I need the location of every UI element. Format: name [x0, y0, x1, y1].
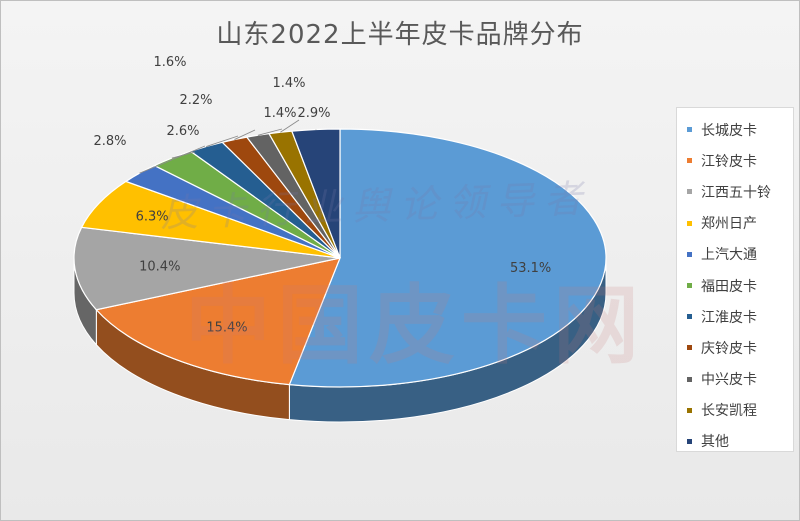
data-label-10: 2.9%: [297, 106, 330, 121]
legend-label-4: 上汽大通: [701, 247, 757, 264]
legend-marker-5: [687, 283, 692, 289]
data-label-0: 53.1%: [510, 261, 551, 276]
legend-item-6: 江淮皮卡: [677, 301, 793, 332]
leader-line-9: [280, 119, 300, 133]
legend-label-1: 江铃皮卡: [701, 153, 757, 170]
legend-label-7: 庆铃皮卡: [701, 340, 757, 357]
legend-item-2: 江西五十铃: [677, 176, 793, 207]
chart-legend: 长城皮卡江铃皮卡江西五十铃郑州日产上汽大通福田皮卡江淮皮卡庆铃皮卡中兴皮卡长安凯…: [676, 107, 794, 452]
legend-marker-7: [687, 345, 692, 351]
legend-item-5: 福田皮卡: [677, 270, 793, 301]
data-label-5: 2.8%: [93, 134, 126, 149]
legend-marker-6: [687, 314, 692, 320]
legend-label-10: 其他: [701, 434, 729, 451]
data-label-1: 15.4%: [206, 320, 247, 335]
legend-item-4: 上汽大通: [677, 239, 793, 270]
legend-marker-1: [687, 158, 692, 164]
leader-line-6: [206, 135, 239, 147]
leader-line-7: [234, 129, 256, 140]
legend-label-8: 中兴皮卡: [701, 372, 757, 389]
pie-data-labels: 53.1% 15.4% 10.4% 6.3% 2.6% 2.8% 2.2% 1.6% 1.4% 1…: [93, 55, 551, 335]
legend-item-1: 江铃皮卡: [677, 145, 793, 176]
pie-slice-1: [95, 257, 341, 386]
legend-item-0: 长城皮卡: [677, 114, 793, 145]
pie-top-faces: [73, 128, 607, 388]
leader-line-8: [257, 128, 283, 136]
legend-marker-2: [687, 189, 692, 195]
legend-label-9: 长安凯程: [701, 403, 757, 420]
pie-slice-10: [291, 128, 341, 259]
leader-line-4: [139, 145, 206, 174]
data-label-7: 1.6%: [153, 55, 186, 70]
legend-label-6: 江淮皮卡: [701, 309, 757, 326]
legend-label-5: 福田皮卡: [701, 278, 757, 295]
legend-marker-8: [687, 376, 692, 382]
legend-label-2: 江西五十铃: [701, 184, 771, 201]
pie-slice-2: [73, 226, 341, 311]
legend-item-8: 中兴皮卡: [677, 364, 793, 395]
data-label-3: 6.3%: [136, 209, 169, 224]
chart-title: 山东2022上半年皮卡品牌分布: [216, 20, 584, 50]
legend-item-7: 庆铃皮卡: [677, 332, 793, 363]
data-label-2: 10.4%: [139, 260, 180, 275]
data-label-4: 2.6%: [166, 124, 199, 139]
data-label-8: 1.4%: [263, 106, 296, 121]
data-label-9: 1.4%: [272, 76, 305, 91]
legend-item-3: 郑州日产: [677, 208, 793, 239]
legend-label-3: 郑州日产: [701, 216, 757, 233]
watermark-brand: 中国皮卡网: [185, 276, 645, 376]
pie-slice-0: [288, 128, 607, 388]
legend-marker-3: [687, 220, 692, 226]
legend-item-9: 长安凯程: [677, 395, 793, 426]
leader-line-5: [171, 151, 196, 159]
legend-marker-4: [687, 251, 692, 257]
legend-marker-10: [687, 438, 692, 444]
legend-item-10: 其他: [677, 426, 793, 457]
legend-marker-0: [687, 127, 692, 133]
data-label-6: 2.2%: [179, 93, 212, 108]
legend-label-0: 长城皮卡: [701, 122, 757, 139]
legend-marker-9: [687, 407, 692, 413]
